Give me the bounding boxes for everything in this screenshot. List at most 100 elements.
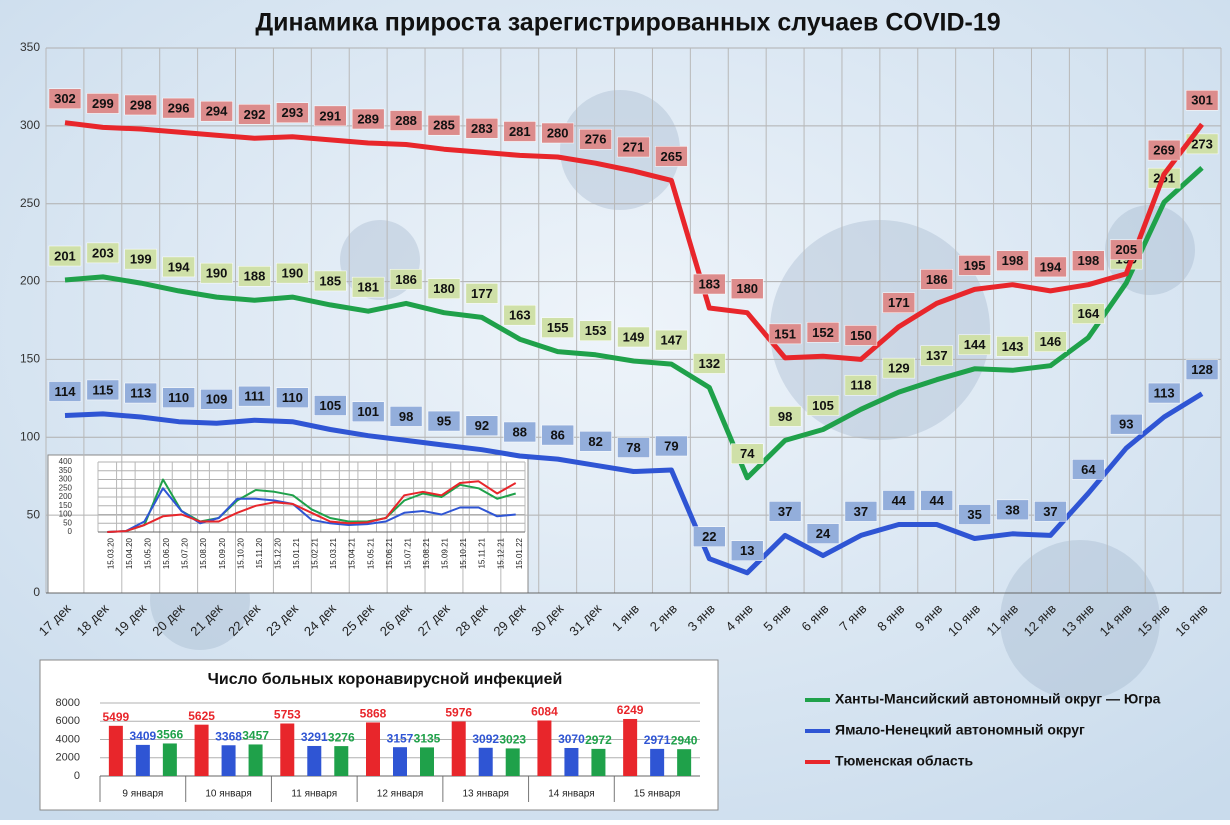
data-label-box [48,245,82,267]
data-label: 3291 [301,730,328,744]
x-tick-label: 15.04.20 [125,537,134,569]
data-label: 292 [244,107,266,122]
data-label: 180 [433,281,455,296]
data-label-box [1034,331,1067,352]
data-label-box [427,278,461,299]
data-label: 3135 [414,732,441,746]
data-label: 180 [736,281,758,296]
data-label: 186 [395,272,417,287]
data-label: 5868 [360,707,387,721]
bar [135,744,150,776]
data-label-box [579,431,612,452]
data-label-box [1185,359,1219,380]
data-label: 129 [888,361,910,376]
x-tick-label: 15.02.21 [311,537,320,569]
data-label: 194 [168,259,190,274]
data-label: 149 [623,329,645,344]
y-tick-label: 400 [59,457,73,466]
data-label-box [503,304,537,326]
data-label-box [238,266,271,287]
data-label: 276 [585,132,607,147]
data-label-box [920,345,953,366]
data-label-box [427,114,461,136]
x-tick-label: 15.10.21 [459,537,468,569]
data-label: 93 [1119,417,1133,432]
x-tick-label: 15.07.20 [181,537,190,569]
data-label: 132 [698,356,720,371]
x-tick-label: 15.05.20 [144,537,153,569]
data-label: 150 [850,328,872,343]
data-label: 113 [130,385,151,400]
data-label-box [730,443,764,465]
y-tick-label: 100 [59,510,73,519]
data-label-box [48,381,82,402]
data-label-box [958,255,991,276]
data-label-box [958,334,991,356]
y-tick-label: 150 [20,352,40,366]
data-label-box [389,110,423,131]
data-label: 291 [319,108,341,123]
data-label: 13 [740,543,754,558]
data-label: 2971 [644,733,671,747]
data-label: 185 [319,273,341,288]
data-label: 285 [433,118,455,133]
data-label-box [86,93,120,114]
legend-label: Ханты-Мансийский автономный округ — Югра [835,691,1161,707]
data-label-box [541,317,574,338]
data-label: 265 [661,149,683,164]
bar [221,745,236,776]
data-label: 153 [585,323,607,338]
data-label-box [806,523,840,544]
data-label: 5976 [445,706,472,720]
data-label-box [162,97,195,119]
data-label: 128 [1191,362,1213,377]
data-label: 35 [967,507,981,522]
bar [280,723,295,776]
data-label-box [503,421,537,443]
data-label: 92 [475,418,489,433]
data-label-box [693,526,726,547]
data-label-box [958,504,991,525]
data-label-box [503,121,537,142]
data-label-box [1109,239,1143,261]
data-label: 22 [702,529,716,544]
data-label: 113 [1154,385,1175,400]
data-label-box [1034,256,1067,278]
data-label: 3157 [387,731,414,745]
x-tick-label: 15.11.20 [255,537,264,568]
x-tick-label: 10 января [205,789,251,800]
x-tick-label: 15.04.21 [348,537,357,569]
data-label: 203 [92,245,114,260]
data-label: 283 [471,121,493,136]
series-line [64,120,1204,362]
y-tick-label: 0 [74,770,80,782]
bar [194,724,209,776]
y-tick-label: 350 [20,40,40,54]
y-tick-label: 4000 [56,733,80,745]
bar [393,747,407,776]
data-label: 110 [282,390,303,405]
data-label: 3566 [157,728,184,742]
y-tick-label: 50 [63,518,72,527]
data-label: 144 [964,337,986,352]
data-label-box [1147,139,1181,161]
data-label-box [389,269,423,290]
data-label: 3368 [215,729,242,743]
bar [505,748,520,776]
data-label: 118 [850,378,871,393]
data-label-box [48,88,82,109]
data-label: 147 [661,333,683,348]
x-tick-label: 15.01.22 [515,537,524,569]
y-tick-label: 300 [20,118,40,132]
x-tick-label: 15.09.21 [441,537,450,569]
data-label: 37 [854,504,868,519]
data-label: 188 [244,269,266,284]
bar-title: Число больных коронавирусной инфекцией [208,671,563,688]
data-label-box [1072,459,1105,480]
data-label-box [314,395,347,416]
data-label: 101 [357,404,379,419]
data-label: 95 [437,414,451,429]
data-label-box [351,401,385,422]
data-label-box [579,320,612,342]
data-label: 98 [399,409,413,424]
